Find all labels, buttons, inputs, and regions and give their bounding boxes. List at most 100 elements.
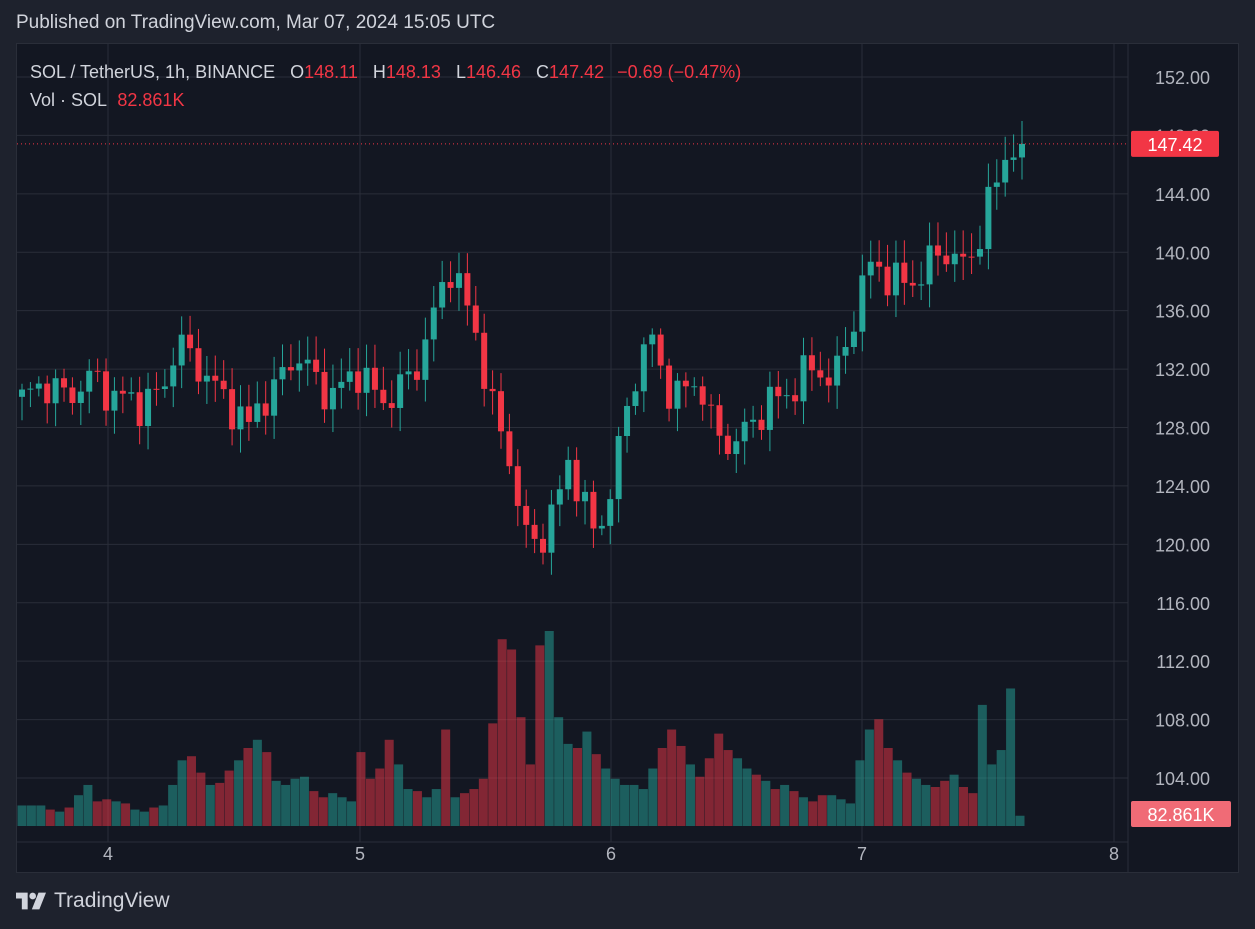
candle-body[interactable] [229,389,236,430]
volume-bar[interactable] [789,791,799,826]
volume-bar[interactable] [290,778,300,826]
candle-body[interactable] [346,371,353,382]
volume-bar[interactable] [375,768,385,826]
candle-body[interactable] [565,459,572,490]
candle-body[interactable] [371,367,378,390]
candle-body[interactable] [212,375,219,381]
candle-body[interactable] [817,370,824,378]
volume-bar[interactable] [243,748,253,826]
candle-body[interactable] [153,388,160,390]
candle-body[interactable] [103,371,110,411]
volume-bar[interactable] [196,772,206,826]
candle-body[interactable] [523,505,530,525]
volume-bar[interactable] [158,805,168,826]
volume-bar[interactable] [846,803,856,826]
candle-body[interactable] [892,262,899,296]
volume-bar[interactable] [667,729,677,826]
candle-body[interactable] [119,390,126,394]
volume-bar[interactable] [685,764,695,826]
volume-bar[interactable] [469,789,479,826]
candle-body[interactable] [287,367,294,371]
volume-bar[interactable] [516,717,526,826]
candle-body[interactable] [178,334,185,366]
candle-body[interactable] [279,367,286,380]
candle-body[interactable] [573,459,580,502]
candle-body[interactable] [842,347,849,356]
volume-bar[interactable] [309,791,319,826]
candle-body[interactable] [951,253,958,265]
volume-bar[interactable] [911,778,921,826]
volume-bar[interactable] [977,704,987,826]
volume-bar[interactable] [356,752,366,826]
candle-body[interactable] [666,365,673,409]
volume-bar[interactable] [940,780,950,826]
volume-bar[interactable] [582,731,592,826]
candle-body[interactable] [481,332,488,389]
candle-body[interactable] [934,245,941,256]
candle-body[interactable] [1019,143,1025,158]
candle-body[interactable] [640,344,647,392]
candle-body[interactable] [464,273,471,306]
candle-body[interactable] [733,441,740,455]
candle-body[interactable] [136,392,143,427]
volume-bar[interactable] [281,784,291,826]
volume-bar[interactable] [102,799,112,826]
volume-bar[interactable] [111,801,121,826]
volume-bar[interactable] [64,807,74,826]
candle-body[interactable] [750,419,757,422]
candle-body[interactable] [775,386,782,397]
candle-body[interactable] [590,491,597,529]
candle-body[interactable] [615,436,622,500]
volume-bar[interactable] [394,764,404,826]
candle-body[interactable] [497,391,504,432]
candle-body[interactable] [632,391,639,406]
volume-bar[interactable] [318,797,328,826]
volume-bar[interactable] [864,729,874,826]
candle-body[interactable] [901,262,908,283]
candle-body[interactable] [86,370,93,392]
volume-bar[interactable] [205,784,215,826]
candle-body[interactable] [792,395,799,402]
candle-body[interactable] [556,489,563,505]
volume-bar[interactable] [83,784,93,826]
candle-body[interactable] [808,355,815,371]
volume-bar[interactable] [36,805,46,826]
candle-body[interactable] [699,386,706,405]
candle-body[interactable] [69,387,76,403]
candle-body[interactable] [724,435,731,455]
candle-body[interactable] [582,491,589,502]
volume-bar[interactable] [186,756,196,826]
volume-bar[interactable] [921,784,931,826]
volume-bar[interactable] [299,776,309,826]
candle-body[interactable] [296,363,303,371]
candle-body[interactable] [834,355,841,386]
candle-body[interactable] [943,255,950,265]
tradingview-logo[interactable]: TradingView [16,889,170,913]
volume-bar[interactable] [902,772,912,826]
volume-bar[interactable] [130,809,140,826]
candle-body[interactable] [94,370,101,372]
candle-body[interactable] [766,386,773,430]
volume-bar[interactable] [827,795,837,826]
volume-bar[interactable] [798,797,808,826]
volume-bar[interactable] [55,811,65,826]
candle-body[interactable] [800,355,807,402]
candle-body[interactable] [708,404,715,406]
volume-bar[interactable] [714,733,724,826]
volume-bar[interactable] [638,789,648,826]
candle-body[interactable] [674,380,681,409]
volume-bar[interactable] [215,782,225,826]
legend-vol-label[interactable]: Vol · SOL [30,90,107,110]
volume-bar[interactable] [874,719,884,826]
candle-body[interactable] [909,282,916,286]
volume-bar[interactable] [507,649,517,826]
candle-body[interactable] [161,386,168,390]
volume-bar[interactable] [855,760,865,826]
candle-body[interactable] [195,348,202,382]
volume-bar[interactable] [893,760,903,826]
candle-body[interactable] [413,371,420,380]
volume-bar[interactable] [883,748,893,826]
candle-body[interactable] [472,305,479,333]
candle-body[interactable] [825,377,832,386]
